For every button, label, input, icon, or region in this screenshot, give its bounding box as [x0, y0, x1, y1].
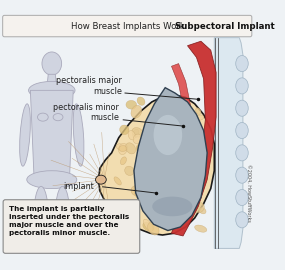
Ellipse shape [236, 56, 248, 72]
Ellipse shape [38, 113, 48, 121]
Ellipse shape [141, 134, 153, 144]
Polygon shape [30, 90, 73, 175]
Ellipse shape [131, 105, 142, 118]
Ellipse shape [236, 123, 248, 139]
Ellipse shape [168, 107, 178, 114]
Ellipse shape [236, 78, 248, 94]
Ellipse shape [152, 197, 192, 216]
Ellipse shape [20, 104, 30, 166]
Ellipse shape [236, 212, 248, 228]
Ellipse shape [167, 136, 177, 146]
Ellipse shape [196, 115, 204, 120]
Ellipse shape [123, 202, 131, 211]
Text: Subpectoral Implant: Subpectoral Implant [175, 22, 275, 31]
Ellipse shape [153, 122, 165, 129]
Ellipse shape [132, 128, 143, 137]
Ellipse shape [196, 138, 205, 147]
FancyBboxPatch shape [3, 15, 252, 37]
Text: implant: implant [63, 182, 94, 191]
Ellipse shape [183, 143, 193, 149]
Ellipse shape [200, 155, 208, 168]
Ellipse shape [95, 175, 106, 184]
Ellipse shape [143, 222, 154, 231]
Ellipse shape [148, 222, 159, 235]
Ellipse shape [154, 115, 182, 155]
Text: pectoralis major
muscle: pectoralis major muscle [56, 76, 122, 96]
Ellipse shape [236, 100, 248, 116]
Ellipse shape [113, 208, 122, 216]
Text: pectoralis minor
muscle: pectoralis minor muscle [53, 103, 119, 122]
Ellipse shape [131, 186, 142, 196]
Ellipse shape [53, 114, 63, 121]
Ellipse shape [142, 146, 148, 154]
Ellipse shape [158, 120, 169, 133]
FancyBboxPatch shape [3, 200, 140, 253]
FancyBboxPatch shape [0, 13, 256, 257]
Ellipse shape [173, 183, 181, 191]
Ellipse shape [194, 202, 204, 213]
Ellipse shape [136, 144, 146, 153]
Ellipse shape [196, 108, 201, 114]
Polygon shape [168, 63, 191, 222]
Polygon shape [214, 38, 243, 248]
Ellipse shape [120, 157, 127, 165]
Ellipse shape [199, 208, 206, 214]
Polygon shape [47, 74, 56, 83]
Ellipse shape [198, 148, 210, 158]
Ellipse shape [236, 167, 248, 183]
Ellipse shape [195, 225, 207, 232]
Polygon shape [98, 95, 214, 235]
Ellipse shape [116, 144, 126, 151]
Ellipse shape [119, 143, 127, 154]
Ellipse shape [133, 134, 142, 144]
Ellipse shape [134, 184, 142, 192]
Ellipse shape [28, 82, 75, 99]
Polygon shape [172, 41, 216, 236]
Ellipse shape [171, 197, 180, 205]
Ellipse shape [126, 143, 136, 154]
Ellipse shape [135, 187, 145, 200]
Ellipse shape [119, 146, 127, 151]
Ellipse shape [155, 216, 162, 225]
Ellipse shape [120, 125, 129, 134]
Ellipse shape [114, 177, 121, 185]
Ellipse shape [133, 129, 139, 138]
Ellipse shape [126, 100, 137, 109]
Ellipse shape [236, 145, 248, 161]
Ellipse shape [55, 186, 70, 244]
Ellipse shape [177, 166, 188, 177]
Text: How Breast Implants Work :: How Breast Implants Work : [72, 22, 194, 31]
Ellipse shape [168, 122, 174, 129]
Ellipse shape [149, 214, 155, 221]
Text: ©2004, HowStuffWorks: ©2004, HowStuffWorks [247, 164, 252, 222]
Ellipse shape [137, 97, 145, 105]
Ellipse shape [42, 52, 62, 75]
Text: The implant is partially
inserted under the pectoralis
major muscle and over the: The implant is partially inserted under … [9, 207, 129, 237]
Ellipse shape [150, 132, 164, 141]
Polygon shape [134, 88, 207, 231]
Ellipse shape [34, 186, 48, 244]
Ellipse shape [236, 190, 248, 205]
Ellipse shape [168, 185, 176, 195]
Ellipse shape [172, 126, 183, 133]
Ellipse shape [143, 219, 153, 231]
Ellipse shape [175, 171, 181, 180]
Ellipse shape [166, 97, 174, 103]
Ellipse shape [191, 158, 199, 167]
Ellipse shape [27, 171, 77, 188]
Ellipse shape [125, 166, 134, 176]
Ellipse shape [128, 130, 135, 140]
Ellipse shape [73, 104, 84, 166]
